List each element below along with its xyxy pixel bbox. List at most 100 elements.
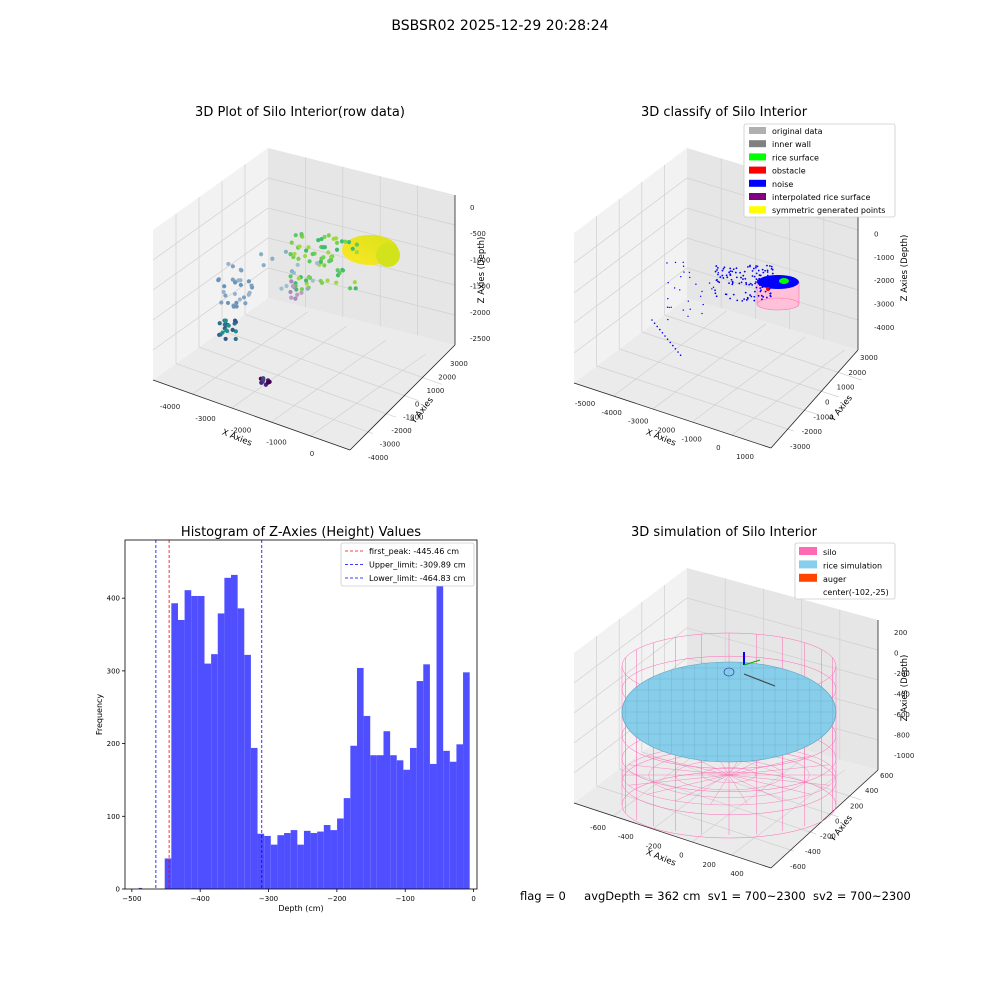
data-point xyxy=(295,292,300,297)
histogram-bar xyxy=(184,590,192,889)
histogram-bar xyxy=(244,654,251,889)
y-tick-label: 200 xyxy=(107,740,120,748)
noise-point xyxy=(771,268,774,271)
data-point xyxy=(223,293,228,298)
noise-point xyxy=(732,293,735,296)
gridline xyxy=(221,330,420,402)
gridline xyxy=(664,314,862,381)
gridline xyxy=(231,325,348,409)
noise-point xyxy=(689,308,691,310)
gridline xyxy=(244,314,443,385)
noise-point xyxy=(744,291,747,294)
noise-point xyxy=(743,270,746,273)
noise-point xyxy=(771,272,774,275)
x-tick-label: 0 xyxy=(679,852,683,860)
y-tick-label: 1000 xyxy=(427,387,445,395)
auger-hub xyxy=(723,667,735,677)
x-tick-label: -4000 xyxy=(160,403,180,411)
histogram-bar xyxy=(463,672,470,889)
noise-point xyxy=(715,295,718,298)
noise-point xyxy=(718,281,721,284)
noise-point xyxy=(753,275,756,278)
histogram-bar xyxy=(297,844,304,889)
noise-point xyxy=(745,299,748,301)
noise-point xyxy=(664,335,666,337)
legend-label: interpolated rice surface xyxy=(772,193,870,202)
gridline xyxy=(310,353,426,437)
x-tick-label: −300 xyxy=(259,895,278,903)
noise-point xyxy=(757,269,760,272)
data-point xyxy=(249,283,254,288)
data-point xyxy=(334,280,339,285)
z-tick-label: -1500 xyxy=(470,283,490,291)
y-tick-label: 3000 xyxy=(450,360,468,368)
gridline xyxy=(613,310,727,397)
x-tick-label: 0 xyxy=(716,444,720,452)
legend-frame xyxy=(340,542,475,587)
noise-point xyxy=(666,338,669,341)
data-point xyxy=(239,268,244,273)
data-point xyxy=(354,242,359,247)
noise-point xyxy=(764,281,767,284)
silo-ring xyxy=(621,771,837,839)
noise-point xyxy=(687,315,689,317)
data-point xyxy=(292,251,297,257)
y-tick-label: -3000 xyxy=(380,441,400,449)
data-point xyxy=(243,301,248,306)
gridline xyxy=(652,323,767,410)
noise-point xyxy=(767,280,770,283)
data-point xyxy=(221,289,226,295)
x-tick-label: 0 xyxy=(471,895,475,903)
noise-point xyxy=(729,297,731,300)
data-point xyxy=(340,267,345,272)
histogram-bar xyxy=(423,664,430,889)
y-axis-label: Y Axies xyxy=(827,393,855,425)
noise-point xyxy=(750,295,753,298)
data-point xyxy=(246,292,251,297)
data-point xyxy=(232,318,238,323)
data-point xyxy=(322,234,327,240)
data-point xyxy=(306,274,312,280)
histogram-bar xyxy=(436,576,444,889)
noise-point xyxy=(714,270,717,273)
noise-point xyxy=(695,283,697,285)
z-tick-label: 0 xyxy=(470,204,474,212)
data-point xyxy=(230,277,235,282)
histogram-bar xyxy=(257,833,265,889)
gridline xyxy=(596,785,794,852)
histogram-bar xyxy=(303,830,311,889)
noise-point xyxy=(766,271,769,273)
noise-point xyxy=(749,264,751,267)
data-point xyxy=(320,245,326,250)
data-point xyxy=(233,336,238,342)
noise-point xyxy=(739,271,742,274)
legend-swatch xyxy=(749,153,766,161)
y-tick-label: -2000 xyxy=(391,427,411,435)
z-tick-label: -200 xyxy=(894,670,910,678)
histogram-bar xyxy=(284,833,291,889)
y-tick-label: 100 xyxy=(107,813,120,821)
histogram-bar xyxy=(290,830,298,889)
data-point xyxy=(223,318,228,323)
gridline xyxy=(641,331,839,398)
data-point xyxy=(334,247,340,252)
noise-point xyxy=(770,265,773,268)
x-tick-label: -1000 xyxy=(681,435,701,443)
sv1-text: sv1 = 700~2300 xyxy=(707,889,806,903)
legend-label: Lower_limit: -464.83 cm xyxy=(369,574,466,583)
y-axis-line xyxy=(349,344,456,451)
legend-label: obstacle xyxy=(772,167,806,176)
legend-label: symmetric generated points xyxy=(772,206,885,215)
x-axis-line xyxy=(152,379,351,451)
legend-swatch xyxy=(799,547,817,555)
y-tick-label: -4000 xyxy=(368,454,388,462)
data-point xyxy=(288,274,293,279)
histogram-bar xyxy=(171,603,178,889)
noise-point xyxy=(667,282,669,284)
noise-point xyxy=(725,274,728,277)
noise-point xyxy=(773,286,776,289)
floor-pane xyxy=(574,298,858,448)
noise-point xyxy=(683,271,685,273)
z-axis-label: Z Axies (Depth) xyxy=(477,237,487,304)
noise-point xyxy=(766,274,769,277)
